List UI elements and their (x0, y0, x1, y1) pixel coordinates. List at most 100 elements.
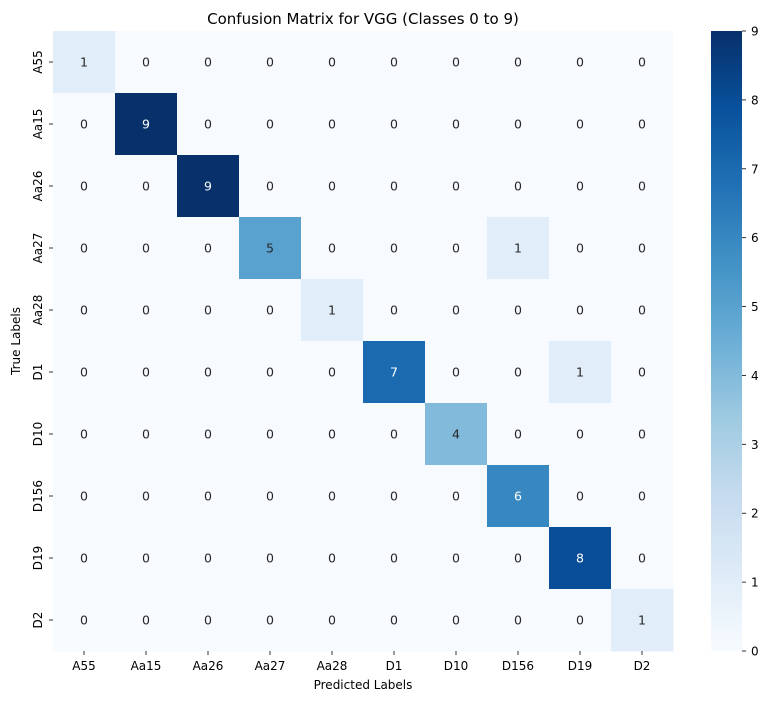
cell-value-label: 0 (266, 613, 274, 628)
cell-value-label: 0 (80, 613, 88, 628)
cell-value-label: 0 (328, 365, 336, 380)
heatmap-cell (239, 155, 302, 218)
heatmap-cell (53, 279, 116, 342)
cell-value-label: 0 (204, 365, 212, 380)
heatmap-cell (425, 93, 488, 156)
cell-value-label: 0 (514, 55, 522, 70)
heatmap-cell (301, 589, 364, 652)
cell-value-label: 0 (266, 489, 274, 504)
heatmap-cell (115, 589, 178, 652)
heatmap-cell (239, 217, 302, 280)
heatmap-cell (611, 465, 674, 528)
heatmap-cell (301, 341, 364, 404)
cell-value-label: 9 (204, 179, 212, 194)
cell-value-label: 0 (328, 55, 336, 70)
cell-value-label: 0 (80, 489, 88, 504)
x-axis-ticks: A55 Aa15 Aa26 Aa27 Aa28 D1 D10 D156 D19 D2 (72, 651, 650, 673)
x-tick-label: D1 (386, 659, 403, 673)
colorbar-tick-label: 0 (751, 645, 759, 659)
cell-value-label: 0 (390, 117, 398, 132)
cell-value-label: 0 (452, 489, 460, 504)
heatmap-cell (611, 527, 674, 590)
cell-value-label: 0 (80, 179, 88, 194)
x-tick-label: Aa15 (131, 659, 162, 673)
cell-value-label: 0 (638, 55, 646, 70)
y-tick-label: Aa15 (31, 109, 45, 140)
heatmap-cell (611, 279, 674, 342)
heatmap-cell (301, 217, 364, 280)
x-tick-label: D19 (568, 659, 593, 673)
heatmap-cell (177, 155, 240, 218)
colorbar-tick-label: 3 (751, 438, 759, 452)
y-tick-label: D10 (31, 422, 45, 447)
colorbar-tick-label: 8 (751, 93, 759, 107)
heatmap-cell (425, 589, 488, 652)
x-tick-label: D156 (502, 659, 534, 673)
y-axis-label: True Labels (9, 307, 23, 376)
heatmap-cell (611, 155, 674, 218)
cell-value-label: 0 (638, 303, 646, 318)
heatmap-cell (301, 279, 364, 342)
heatmap-cell (53, 589, 116, 652)
cell-value-label: 1 (514, 241, 522, 256)
x-tick-label: Aa28 (317, 659, 348, 673)
heatmap-cell (363, 589, 426, 652)
colorbar-tick-label: 7 (751, 162, 759, 176)
heatmap-cell (53, 341, 116, 404)
cell-value-label: 1 (638, 613, 646, 628)
cell-value-label: 0 (390, 303, 398, 318)
heatmap-cell (301, 465, 364, 528)
heatmap-cell (115, 279, 178, 342)
heatmap-cell (115, 465, 178, 528)
cell-value-label: 0 (638, 365, 646, 380)
cell-value-label: 0 (452, 365, 460, 380)
heatmap-cell (425, 403, 488, 466)
heatmap-cell (177, 465, 240, 528)
cell-value-label: 0 (142, 55, 150, 70)
cell-value-label: 0 (638, 117, 646, 132)
colorbar-tick-label: 1 (751, 576, 759, 590)
colorbar-tick-label: 5 (751, 300, 759, 314)
cell-value-label: 0 (142, 489, 150, 504)
heatmap-cell (425, 155, 488, 218)
heatmap-cell (115, 403, 178, 466)
cell-value-label: 0 (514, 179, 522, 194)
cell-value-label: 0 (452, 179, 460, 194)
heatmap-cell (363, 217, 426, 280)
heatmap-cell (53, 31, 116, 94)
heatmap-cell (363, 279, 426, 342)
cell-value-label: 0 (142, 241, 150, 256)
cell-value-label: 0 (576, 489, 584, 504)
heatmap-cell (115, 155, 178, 218)
x-axis-label: Predicted Labels (314, 678, 413, 692)
cell-value-label: 0 (452, 55, 460, 70)
cell-value-label: 0 (576, 303, 584, 318)
cell-value-label: 0 (204, 117, 212, 132)
y-tick-label: Aa28 (31, 295, 45, 326)
heatmap-cell (177, 279, 240, 342)
heatmap-cell (487, 31, 550, 94)
cell-value-label: 0 (142, 427, 150, 442)
cell-value-label: 0 (390, 613, 398, 628)
cell-value-label: 0 (266, 427, 274, 442)
cell-value-label: 0 (204, 613, 212, 628)
colorbar-tick-label: 9 (751, 25, 759, 39)
heatmap-cell (239, 93, 302, 156)
heatmap-cell (177, 403, 240, 466)
heatmap-cell (425, 341, 488, 404)
cell-value-label: 0 (328, 613, 336, 628)
heatmap-cell (611, 403, 674, 466)
cell-value-label: 0 (576, 613, 584, 628)
heatmap-cell (425, 527, 488, 590)
colorbar: 0 1 2 3 4 5 6 7 8 9 (711, 25, 759, 659)
cell-value-label: 0 (576, 241, 584, 256)
heatmap-cell (611, 31, 674, 94)
heatmap-cell (549, 93, 612, 156)
heatmap-cell (301, 155, 364, 218)
cell-value-label: 0 (266, 55, 274, 70)
cell-value-label: 0 (390, 241, 398, 256)
x-tick-label: A55 (72, 659, 95, 673)
cell-value-label: 0 (142, 365, 150, 380)
cell-value-label: 0 (452, 613, 460, 628)
heatmap-cell (363, 465, 426, 528)
